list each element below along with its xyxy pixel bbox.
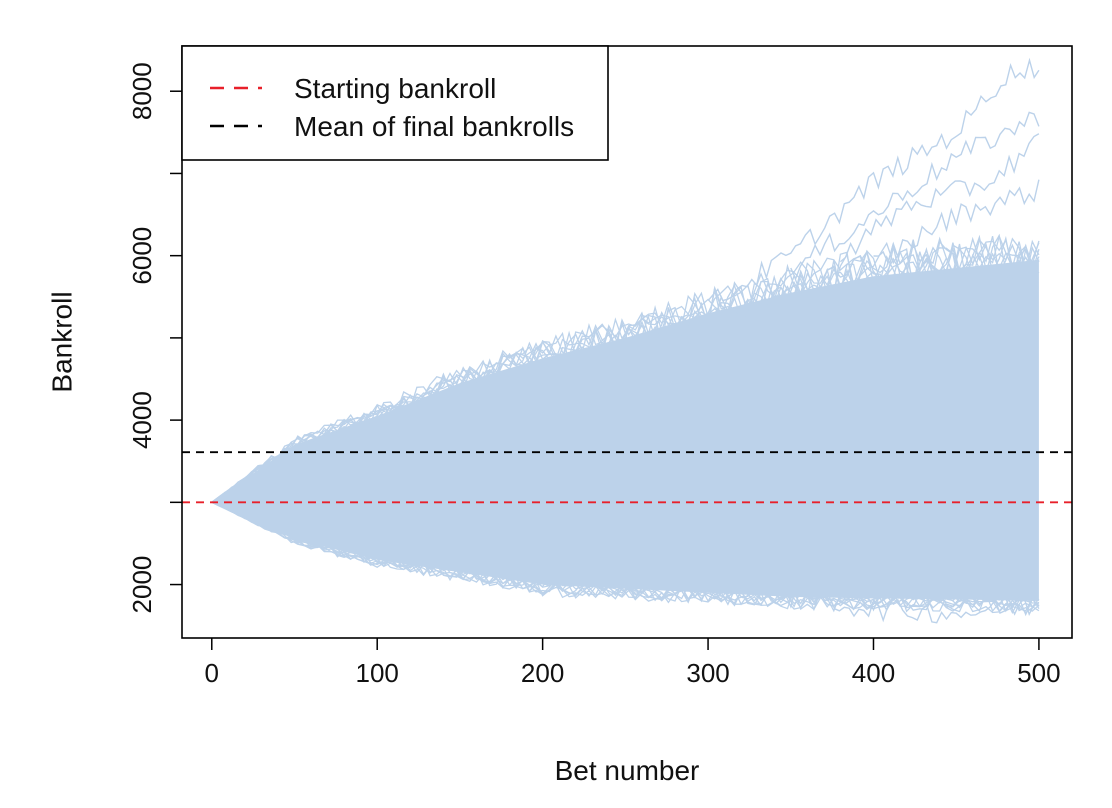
x-tick-label: 300 xyxy=(686,658,729,688)
plot-frame xyxy=(181,45,1073,639)
simulation-envelope xyxy=(211,259,1039,601)
outlier-path-2 xyxy=(839,133,1040,263)
x-tick-label: 100 xyxy=(356,658,399,688)
simulation-paths xyxy=(211,57,1040,624)
y-axis-label: Bankroll xyxy=(46,291,77,392)
legend-label-starting-bankroll: Starting bankroll xyxy=(294,73,496,104)
y-tick-label: 4000 xyxy=(127,391,157,449)
x-tick-label: 500 xyxy=(1017,658,1060,688)
x-tick-label: 400 xyxy=(852,658,895,688)
y-tick-label: 6000 xyxy=(127,227,157,285)
outlier-path-1 xyxy=(790,111,1040,281)
y-tick-label: 2000 xyxy=(127,556,157,614)
x-tick-label: 0 xyxy=(205,658,219,688)
y-tick-label: 8000 xyxy=(127,62,157,120)
outlier-path-4 xyxy=(707,580,1040,624)
simulation-path xyxy=(211,238,1040,503)
legend-label-mean-final-bankrolls: Mean of final bankrolls xyxy=(294,111,574,142)
simulation-path xyxy=(211,501,1040,614)
x-axis-label: Bet number xyxy=(555,755,700,786)
y-axis: 2000 4000 6000 8000 xyxy=(127,62,182,613)
x-tick-label: 200 xyxy=(521,658,564,688)
outlier-path-0 xyxy=(707,57,1040,302)
simulation-path xyxy=(211,238,1040,503)
simulation-path xyxy=(211,234,1040,503)
simulation-path xyxy=(211,501,1040,614)
simulation-path xyxy=(211,235,1040,503)
legend: Starting bankroll Mean of final bankroll… xyxy=(181,45,609,161)
x-axis: 0 100 200 300 400 500 xyxy=(205,638,1061,688)
outlier-path-3 xyxy=(873,179,1040,265)
legend-box xyxy=(181,45,609,161)
simulation-path xyxy=(211,501,1039,615)
simulation-path xyxy=(211,501,1040,613)
